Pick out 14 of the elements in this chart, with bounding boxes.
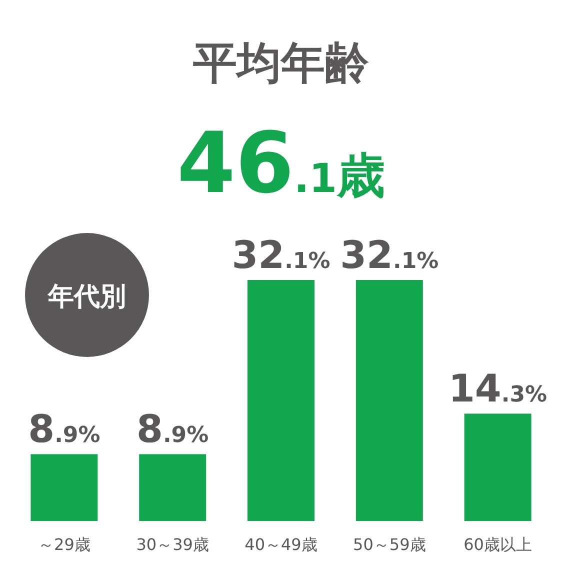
annotation: 年代別 [47,282,126,312]
data-label: 32.1% [340,233,439,277]
annotation: 年代別 [25,233,149,357]
x-label: 60歳以上 [464,535,532,554]
title: 平均年齢 [193,38,369,89]
data-label: 8.9% [136,407,209,452]
data-label: 32.1% [232,233,330,277]
x-label: 50～59歳 [353,535,426,554]
x-label: 30～39歳 [136,535,209,554]
subtitle: 46.1歳 [177,114,385,212]
x-label: ～29歳 [38,535,90,554]
data-label: 14.3% [448,366,548,411]
data-label: 8.9% [28,407,100,452]
x-label: 40～49歳 [244,535,318,554]
